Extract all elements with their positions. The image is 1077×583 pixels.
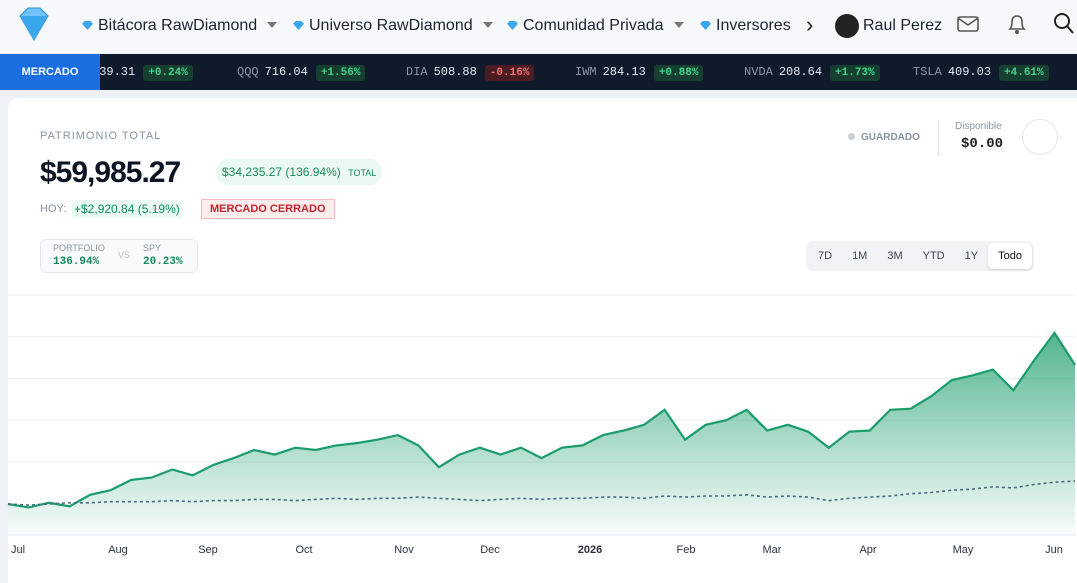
x-tick-label: Jun bbox=[1045, 544, 1063, 556]
diamond-icon bbox=[507, 21, 518, 30]
benchmark-line bbox=[7, 480, 1076, 506]
diamond-icon bbox=[700, 21, 711, 30]
ticker-change: +1.56% bbox=[315, 65, 366, 81]
ticker-price: 208.64 bbox=[778, 65, 823, 79]
market-status: MERCADO CERRADO bbox=[201, 199, 335, 219]
ticker-item[interactable]: 739.31 +0.24% bbox=[92, 65, 193, 81]
ticker-change: +4.61% bbox=[999, 65, 1049, 81]
x-tick-label: Oct bbox=[295, 544, 312, 556]
area-fill bbox=[8, 332, 1075, 535]
settings-button[interactable] bbox=[1022, 119, 1058, 155]
ticker-change: +0.88% bbox=[653, 65, 704, 81]
spy-label: SPY bbox=[143, 243, 162, 253]
nav-item[interactable]: Inversores bbox=[700, 17, 791, 35]
range-button[interactable]: Todo bbox=[988, 243, 1032, 269]
today-label: HOY: bbox=[40, 203, 67, 215]
ticker-price: 508.88 bbox=[433, 65, 477, 79]
avatar[interactable] bbox=[835, 14, 859, 38]
range-button[interactable]: YTD bbox=[922, 250, 945, 262]
logo[interactable] bbox=[14, 6, 54, 42]
nav-text: Universo RawDiamond bbox=[309, 17, 473, 34]
spy-return: 20.23% bbox=[143, 256, 183, 268]
diamond-icon bbox=[82, 21, 93, 30]
ticker-symbol: DIA bbox=[406, 65, 428, 79]
x-tick-label: Aug bbox=[108, 544, 128, 556]
nav-item[interactable]: Comunidad Privada bbox=[507, 17, 684, 35]
ticker-item[interactable]: IWM 284.13 +0.88% bbox=[575, 65, 704, 81]
ticker-item[interactable]: DIA 508.88 -0.16% bbox=[406, 65, 535, 81]
ticker-price: 716.04 bbox=[264, 65, 308, 79]
saved-status: GUARDADO bbox=[848, 132, 920, 143]
portfolio-label: PORTFOLIO bbox=[53, 243, 105, 253]
x-tick-label: Jul bbox=[11, 544, 25, 556]
today-change: +$2,920.84 (5.19%) bbox=[72, 200, 182, 218]
portfolio-return: 136.94% bbox=[53, 256, 100, 268]
nav-text: Bitácora RawDiamond bbox=[98, 17, 258, 34]
ticker-price: 409.03 bbox=[947, 65, 992, 79]
range-button[interactable]: 1Y bbox=[964, 250, 979, 262]
nav-item[interactable]: Bitácora RawDiamond bbox=[82, 17, 278, 35]
nav-arrow[interactable]: › bbox=[806, 12, 814, 37]
ticker-price: 284.13 bbox=[602, 65, 646, 79]
ticker-item[interactable]: QQQ 716.04 +1.56% bbox=[237, 65, 366, 81]
ticker-change: -0.16% bbox=[484, 65, 535, 81]
range-button[interactable]: 7D bbox=[818, 250, 833, 262]
total-label: PATRIMONIO TOTAL bbox=[40, 130, 162, 142]
ticker-price: 739.31 bbox=[92, 65, 136, 79]
available-label: Disponible bbox=[955, 121, 1002, 132]
gain: $34,235.27 bbox=[222, 165, 283, 179]
saved-text: GUARDADO bbox=[861, 132, 920, 143]
vs: VS bbox=[118, 250, 131, 260]
diamond-icon bbox=[293, 21, 304, 30]
total-gain: $34,235.27 (136.94%) TOTAL bbox=[216, 159, 383, 185]
x-tick-label: Mar bbox=[763, 544, 782, 556]
range-button[interactable]: 1M bbox=[852, 250, 868, 262]
gain-pct: (136.94%) bbox=[285, 165, 341, 179]
ticker-symbol: NVDA bbox=[744, 65, 773, 79]
ticker-symbol: IWM bbox=[575, 65, 597, 79]
ticker-change: +1.73% bbox=[830, 65, 880, 81]
ticker-item[interactable]: TSLA 409.03 +4.61% bbox=[913, 65, 1049, 81]
x-tick-label: Sep bbox=[198, 544, 218, 556]
nav-text: Inversores bbox=[716, 17, 791, 34]
available-value: $0.00 bbox=[961, 136, 1004, 152]
compare-box: PORTFOLIO 136.94% VS SPY 20.23% bbox=[40, 239, 198, 273]
ticker-symbol: QQQ bbox=[237, 65, 259, 79]
x-tick-label: Dec bbox=[480, 544, 500, 556]
portfolio-line bbox=[7, 330, 1076, 509]
bell-icon[interactable] bbox=[1007, 13, 1027, 35]
dropdown-caret bbox=[267, 22, 278, 33]
nav-text: Comunidad Privada bbox=[523, 17, 664, 34]
dropdown-caret bbox=[673, 22, 684, 33]
ticker-change: +0.24% bbox=[143, 65, 193, 81]
x-tick-label: May bbox=[953, 544, 974, 556]
x-tick-label: Feb bbox=[677, 544, 696, 556]
total-value: $59,985.27 bbox=[40, 156, 181, 189]
user-name[interactable]: Raul Perez bbox=[863, 17, 943, 34]
x-tick-label: Nov bbox=[394, 544, 414, 556]
ticker-label: MERCADO bbox=[0, 54, 100, 90]
search-icon[interactable] bbox=[1053, 12, 1075, 36]
ticker-symbol: TSLA bbox=[913, 65, 942, 79]
navbar: Bitácora RawDiamond Universo RawDiamond Co… bbox=[0, 0, 1077, 53]
dropdown-caret bbox=[482, 22, 493, 33]
range-selector: 7D 1M 3M YTD 1Y Todo bbox=[806, 241, 1034, 271]
ticker-item[interactable]: NVDA 208.64 +1.73% bbox=[744, 65, 880, 81]
range-button[interactable]: 3M bbox=[887, 250, 903, 262]
x-tick-label: 2026 bbox=[578, 544, 602, 556]
nav-item[interactable]: Universo RawDiamond bbox=[293, 17, 493, 35]
ticker: 739.31 +0.24% QQQ 716.04 +1.56% DIA 508.88 -0.1… bbox=[0, 54, 1077, 90]
mail-icon[interactable] bbox=[957, 15, 979, 33]
x-tick-label: Apr bbox=[859, 544, 876, 556]
gain-tag: TOTAL bbox=[348, 168, 377, 178]
